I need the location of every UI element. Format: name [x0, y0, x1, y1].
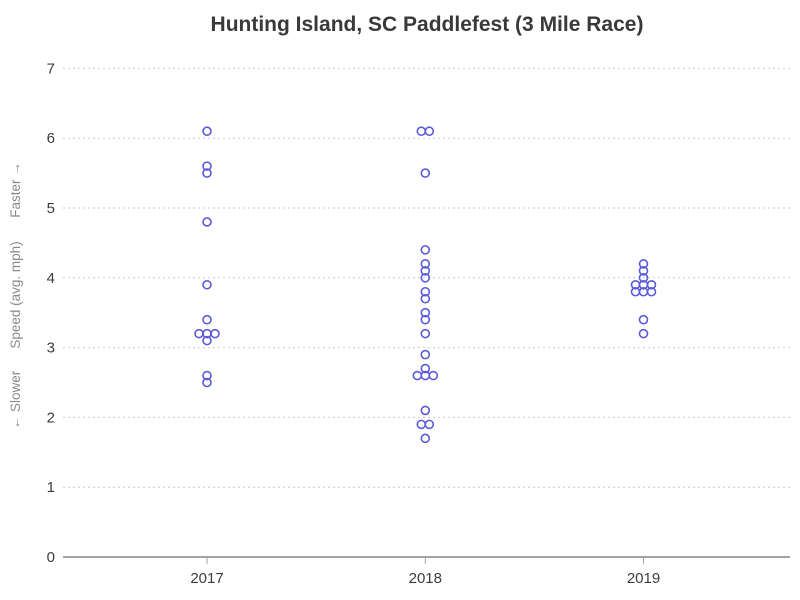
- y-tick-label: 7: [47, 60, 55, 77]
- y-tick-label: 5: [47, 200, 55, 217]
- data-point: [428, 370, 439, 381]
- data-point: [424, 419, 435, 430]
- data-point: [210, 328, 220, 339]
- data-point: [638, 259, 649, 269]
- y-axis-label-faster: Faster →: [8, 162, 23, 218]
- data-point: [420, 259, 431, 269]
- data-point: [420, 293, 431, 304]
- data-point: [202, 161, 212, 171]
- data-point: [420, 328, 431, 339]
- data-point: [638, 314, 649, 325]
- chart-title: Hunting Island, SC Paddlefest (3 Mile Ra…: [211, 13, 644, 36]
- y-axis-label-slower: ← Slower: [8, 370, 23, 429]
- data-point: [638, 328, 649, 339]
- y-tick-label: 4: [47, 270, 55, 287]
- x-tick-label: 2018: [409, 570, 442, 587]
- data-point: [420, 286, 431, 297]
- data-point: [194, 328, 204, 339]
- data-point: [420, 168, 431, 178]
- data-point: [416, 419, 427, 430]
- data-point: [420, 307, 431, 318]
- data-point: [202, 168, 212, 178]
- gridlines: [63, 67, 790, 488]
- data-point: [202, 377, 212, 388]
- x-tick-label: 2019: [627, 570, 660, 587]
- y-tick-label: 6: [47, 130, 55, 147]
- x-axis: 2017 2018 2019: [63, 556, 790, 587]
- data-point: [202, 370, 212, 381]
- data-point: [420, 363, 431, 374]
- data-point: [420, 433, 431, 444]
- data-point: [202, 279, 212, 290]
- x-tick-label: 2017: [190, 570, 223, 587]
- data-point: [202, 335, 212, 346]
- data-point: [420, 405, 431, 416]
- data-point: [420, 314, 431, 325]
- data-points: [194, 126, 657, 444]
- data-point: [638, 266, 649, 276]
- data-point: [638, 272, 649, 283]
- y-tick-labels: 0 1 2 3 4 5 6 7: [47, 60, 55, 566]
- y-tick-label: 3: [47, 340, 55, 357]
- data-point: [424, 126, 435, 137]
- data-point: [646, 286, 657, 297]
- y-axis-label-speed: Speed (avg. mph): [8, 241, 23, 348]
- data-point: [420, 272, 431, 283]
- y-tick-label: 1: [47, 479, 55, 496]
- data-point: [416, 126, 427, 137]
- data-point: [420, 266, 431, 276]
- data-point: [420, 349, 431, 360]
- data-point: [202, 217, 212, 227]
- y-tick-label: 2: [47, 409, 55, 426]
- data-point: [420, 245, 431, 255]
- y-tick-label: 0: [47, 549, 55, 566]
- data-point: [646, 279, 657, 290]
- data-point: [202, 314, 212, 325]
- data-point: [202, 126, 212, 137]
- data-point: [412, 370, 423, 381]
